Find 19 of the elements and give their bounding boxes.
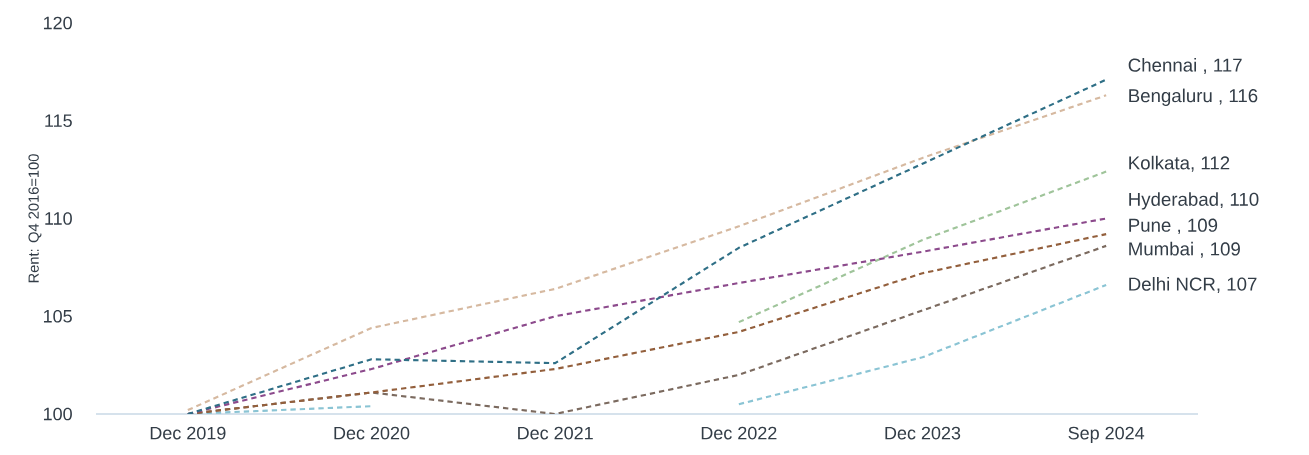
x-tick-label: Dec 2020 (334, 426, 410, 440)
annotation: Hyderabad, 110 (1129, 192, 1259, 210)
y-tick-label: 105 (43, 309, 72, 323)
x-tick-label: Dec 2022 (701, 426, 777, 440)
y-tick-label: 100 (43, 407, 72, 421)
annotation: Bengaluru , 116 (1129, 88, 1258, 106)
x-tick-label: Dec 2019 (150, 426, 226, 440)
y-axis-title: Rent: Q4 2016=100 (28, 154, 42, 283)
y-tick-label: 115 (45, 114, 72, 128)
annotation: Pune , 109 (1129, 218, 1218, 235)
x-tick-label: Dec 2021 (518, 426, 593, 440)
annotation: Kolkata, 112 (1129, 155, 1230, 172)
annotation: Chennai , 117 (1128, 58, 1242, 74)
y-tick-label: 110 (45, 212, 72, 225)
x-tick-label: Dec 2023 (885, 426, 961, 440)
annotation: Mumbai , 109 (1129, 241, 1240, 258)
y-tick-label: 120 (43, 16, 72, 30)
annotation: Delhi NCR, 107 (1129, 277, 1257, 293)
x-tick-label: Sep 2024 (1068, 426, 1145, 444)
